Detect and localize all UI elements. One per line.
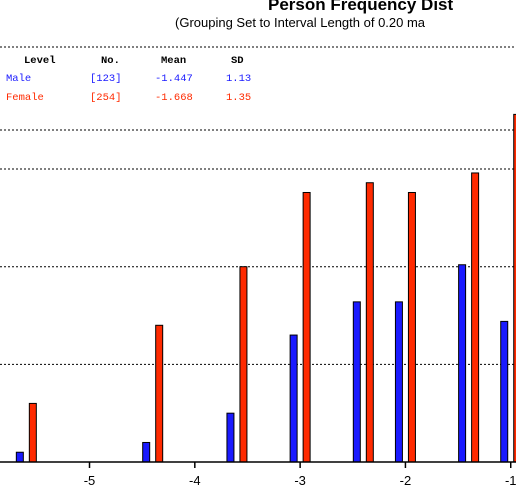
x-tick-label-4: -1 [505,473,516,488]
bar-female-3 [302,191,311,463]
legend-table: Level No. Mean SD Male [123] -1.447 1.13… [0,46,516,104]
legend-male-sd: 1.13 [226,73,251,85]
legend-female-mean: -1.668 [155,92,193,104]
legend-header-level: Level [24,55,56,67]
legend-header-no: No. [101,55,120,67]
bar-male-5 [394,301,403,463]
bar-female-2 [239,266,248,463]
legend-female-sd: 1.35 [226,92,251,104]
bar-group [15,113,516,463]
bar-female-5 [407,191,416,463]
legend-header-mean: Mean [161,55,186,67]
bar-female-4 [365,182,374,463]
bar-female-0 [28,402,37,463]
bar-male-2 [226,412,235,463]
bar-male-3 [289,334,298,463]
bar-female-7 [513,113,516,463]
legend-male-level: Male [6,73,31,85]
legend-male-no: [123] [90,73,122,85]
x-tick-label-2: -3 [294,473,306,488]
gridlines [0,129,516,365]
legend-female-level: Female [6,92,44,104]
bar-female-1 [155,324,164,463]
x-ticks: -5 -4 -3 -2 -1 [84,462,516,488]
x-tick-label-1: -4 [189,473,201,488]
bar-male-6 [458,264,467,463]
legend-header-sd: SD [231,55,244,67]
x-tick-label-3: -2 [400,473,412,488]
legend-male-mean: -1.447 [155,73,193,85]
bar-male-7 [500,320,509,463]
bar-male-4 [352,301,361,463]
chart-title: Person Frequency Dist [268,0,454,14]
legend-female-no: [254] [90,92,122,104]
bar-male-1 [142,441,151,463]
bar-female-6 [471,172,480,463]
chart-subtitle: (Grouping Set to Interval Length of 0.20… [175,15,426,30]
bar-male-0 [15,451,24,463]
x-tick-label-0: -5 [84,473,96,488]
